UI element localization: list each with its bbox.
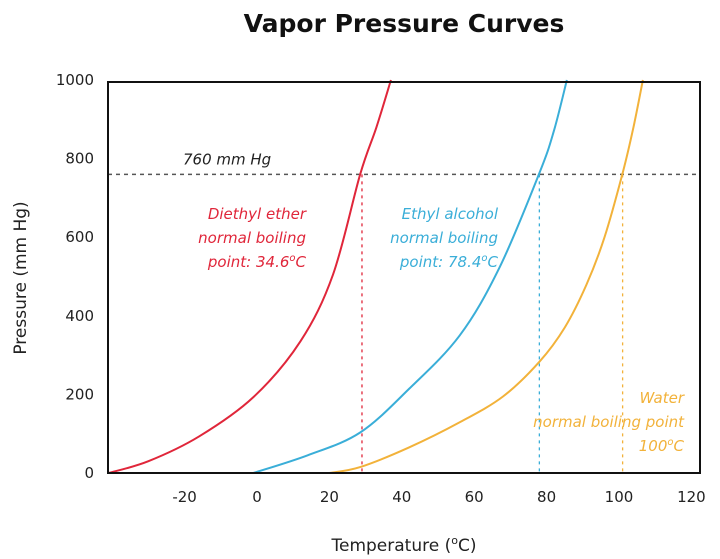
annotation-degree: o [481,253,487,264]
y-tick-label: 600 [65,228,94,246]
annotation-unit: C [296,253,307,271]
series-annotation-line: normal boiling [390,229,498,247]
series-annotation-line: normal boiling [198,229,306,247]
x-tick-label: 20 [320,488,339,506]
series-line-water [329,79,644,474]
plot-frame [107,81,701,474]
annotation-degree: o [667,437,673,448]
series-line-ethyl-alcohol [253,79,568,474]
x-tick-label: 0 [252,488,262,506]
reference-line-label: 760 mm Hg [183,150,271,168]
series-annotation-line: Water [640,389,685,407]
x-axis-label-degree: o [451,534,458,547]
y-axis-label: Pressure (mm Hg) [11,201,31,354]
x-tick-label: 60 [465,488,484,506]
annotation-unit: C [674,437,685,455]
series-line-diethyl-ether [108,79,392,474]
plot-area: 760 mm Hg -20 0 20 40 60 80 100 120 0 200 400 600 800… [56,71,706,506]
y-tick-label: 400 [65,307,94,325]
x-tick-label: -20 [172,488,197,506]
x-tick-label: 120 [677,488,706,506]
x-tick-label: 100 [605,488,634,506]
y-tick-label: 1000 [56,71,94,89]
annotation-value: point: 78.4 [399,253,481,271]
x-axis-label: Temperature (oC) [331,534,477,556]
y-tick-label: 800 [65,150,94,168]
x-axis-label-main: Temperature ( [331,536,452,556]
annotation-degree: o [289,253,295,264]
series-annotation-line: Diethyl ether [208,205,307,223]
series-annotation-line: point: 78.4oC [399,253,499,271]
chart-title: Vapor Pressure Curves [244,9,565,38]
x-axis-label-unit: C) [458,536,477,556]
x-tick-label: 40 [392,488,411,506]
y-tick-label: 0 [84,464,94,482]
y-tick-label: 200 [65,385,94,403]
annotation-value: point: 34.6 [207,253,289,271]
x-tick-label: 80 [537,488,556,506]
series-annotation-line: normal boiling point [533,413,685,431]
annotation-unit: C [488,253,499,271]
series-annotation-line: point: 34.6oC [207,253,307,271]
series-annotation-line: 100oC [639,437,685,455]
annotation-value: 100 [639,437,668,455]
series-annotation-line: Ethyl alcohol [402,205,499,223]
